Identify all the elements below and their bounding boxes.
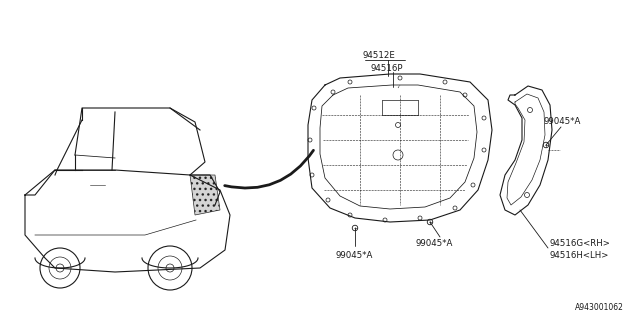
Text: 99045*A: 99045*A	[415, 239, 452, 249]
Text: 94512E: 94512E	[362, 51, 395, 60]
Text: 94516P: 94516P	[370, 63, 403, 73]
Polygon shape	[190, 175, 220, 215]
Text: A943001062: A943001062	[575, 303, 624, 313]
Text: 94516H<LH>: 94516H<LH>	[550, 251, 609, 260]
Text: 99045*A: 99045*A	[335, 252, 372, 260]
Text: 94516G<RH>: 94516G<RH>	[550, 239, 611, 249]
FancyArrowPatch shape	[225, 150, 314, 188]
Text: 99045*A: 99045*A	[543, 116, 580, 125]
